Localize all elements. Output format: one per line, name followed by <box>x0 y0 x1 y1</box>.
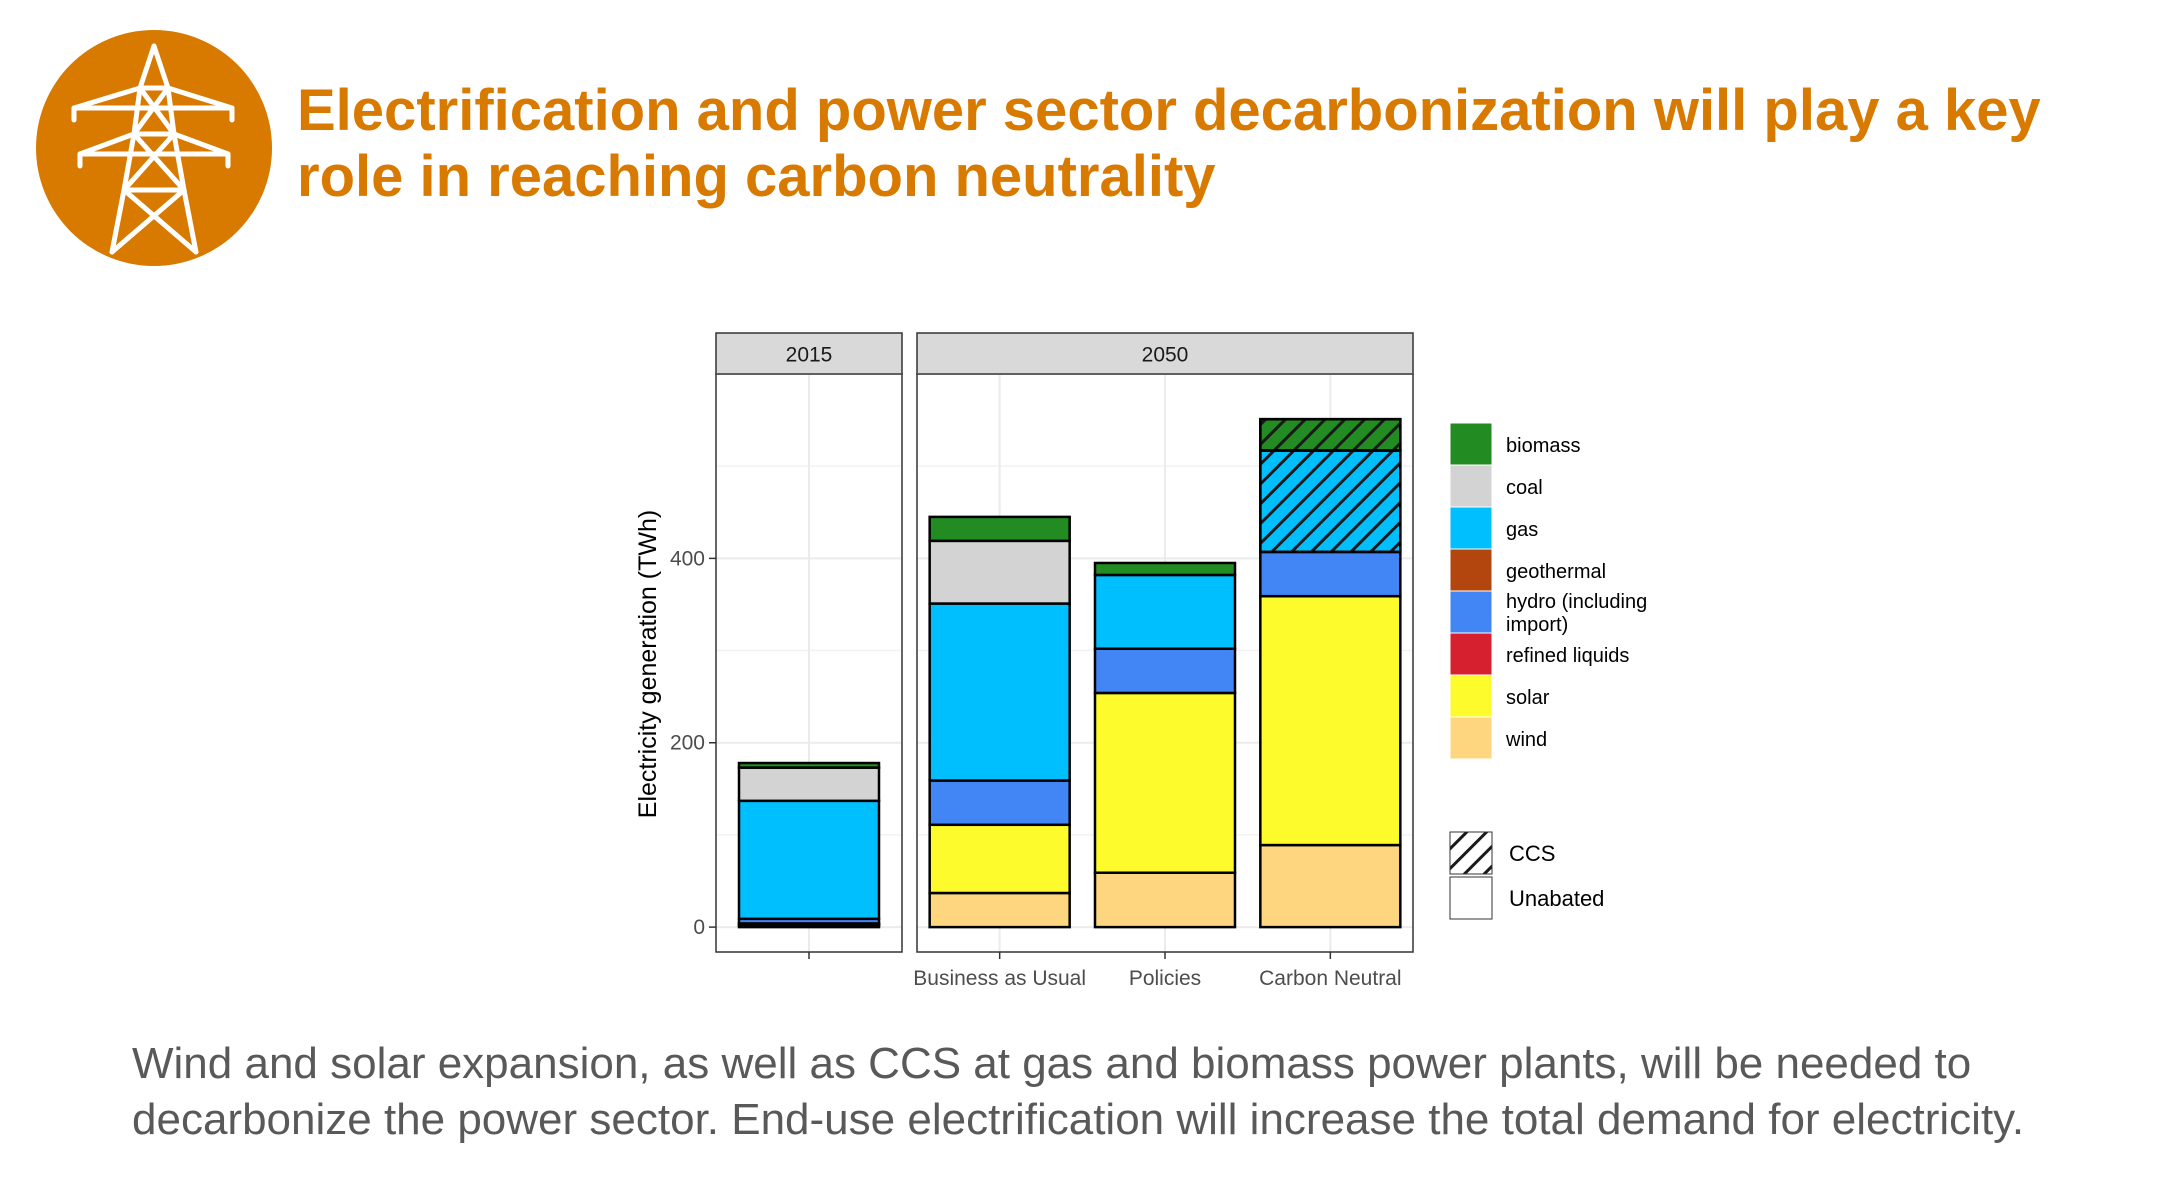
legend-label: biomass <box>1506 435 1580 457</box>
legend-label: wind <box>1505 729 1547 751</box>
bar-segment-biomass-unabated <box>928 515 1071 543</box>
bar-segment-coal-unabated <box>928 539 1071 605</box>
bar-segment-ccs-hatch <box>1259 449 1402 554</box>
slide-title: Electrification and power sector decarbo… <box>297 78 2041 209</box>
x-tick-label: Carbon Neutral <box>1259 967 1401 990</box>
bar-segment-hydro-unabated <box>928 779 1071 827</box>
legend-key-refined <box>1449 632 1493 676</box>
legend-label: gas <box>1506 519 1538 541</box>
bar-segment-hydro-unabated <box>1093 647 1237 695</box>
y-tick-label: 0 <box>693 916 705 939</box>
legend-label: coal <box>1506 477 1543 499</box>
legend-label: import) <box>1506 614 1568 636</box>
y-tick-label: 200 <box>670 732 705 755</box>
legend-key-geothermal <box>1449 548 1493 592</box>
bar-segment-solar-unabated <box>1259 594 1402 847</box>
bar-segment-wind-unabated <box>928 891 1071 929</box>
bar-segment-wind-unabated <box>1093 871 1237 929</box>
legend-label: hydro (including <box>1506 591 1647 613</box>
bar-segment-solar-unabated <box>1093 691 1237 874</box>
legend-key-solar <box>1449 674 1493 718</box>
legend-key-hydro <box>1449 590 1493 634</box>
legend-label: CCS <box>1509 841 1555 866</box>
legend-key-biomass <box>1449 422 1493 466</box>
legend-key-wind <box>1449 716 1493 760</box>
bar-segment-gas-unabated <box>928 602 1071 782</box>
facet-strip-label: 2015 <box>786 344 833 367</box>
caption-line-1: Wind and solar expansion, as well as CCS… <box>132 1039 1972 1088</box>
legend-label: geothermal <box>1506 561 1606 583</box>
bar-segment-biomass-unabated <box>1093 561 1237 577</box>
legend-label: refined liquids <box>1506 645 1629 667</box>
legend-label: Unabated <box>1509 886 1604 911</box>
facet-strip <box>715 332 903 375</box>
legend-label: solar <box>1506 687 1550 709</box>
legend-key-gas <box>1449 506 1493 550</box>
facet-panel-2015: 2015 <box>715 332 903 953</box>
facet-strip-label: 2050 <box>1142 344 1189 367</box>
caption-line-2: decarbonize the power sector. End-use el… <box>132 1095 2025 1144</box>
bar-segment-coal-unabated <box>737 766 881 803</box>
legend-key-coal <box>1449 464 1493 508</box>
bar-segment-gas-unabated <box>737 799 881 921</box>
slide-caption: Wind and solar expansion, as well as CCS… <box>132 1036 2122 1148</box>
x-tick-label: Business as Usual <box>913 967 1086 990</box>
facet-panel-2050: 2050 <box>916 332 1414 953</box>
x-tick-label: Policies <box>1129 967 1201 990</box>
bar-segment-solar-unabated <box>928 823 1071 895</box>
legend-key-hatch <box>1449 831 1493 875</box>
bar-segment-ccs-hatch <box>1259 417 1402 452</box>
bar-segment-wind-unabated <box>1259 843 1402 929</box>
y-tick-label: 400 <box>670 547 705 570</box>
bar-segment-gas-unabated <box>1093 573 1237 650</box>
legend-key-unabated <box>1449 876 1493 920</box>
bar-segment-biomass-unabated <box>737 761 881 769</box>
power-transmission-tower-icon <box>36 30 272 266</box>
facet-strip <box>916 332 1414 375</box>
y-axis-label: Electricity generation (TWh) <box>634 510 662 818</box>
bar-segment-hydro-unabated <box>1259 550 1402 598</box>
